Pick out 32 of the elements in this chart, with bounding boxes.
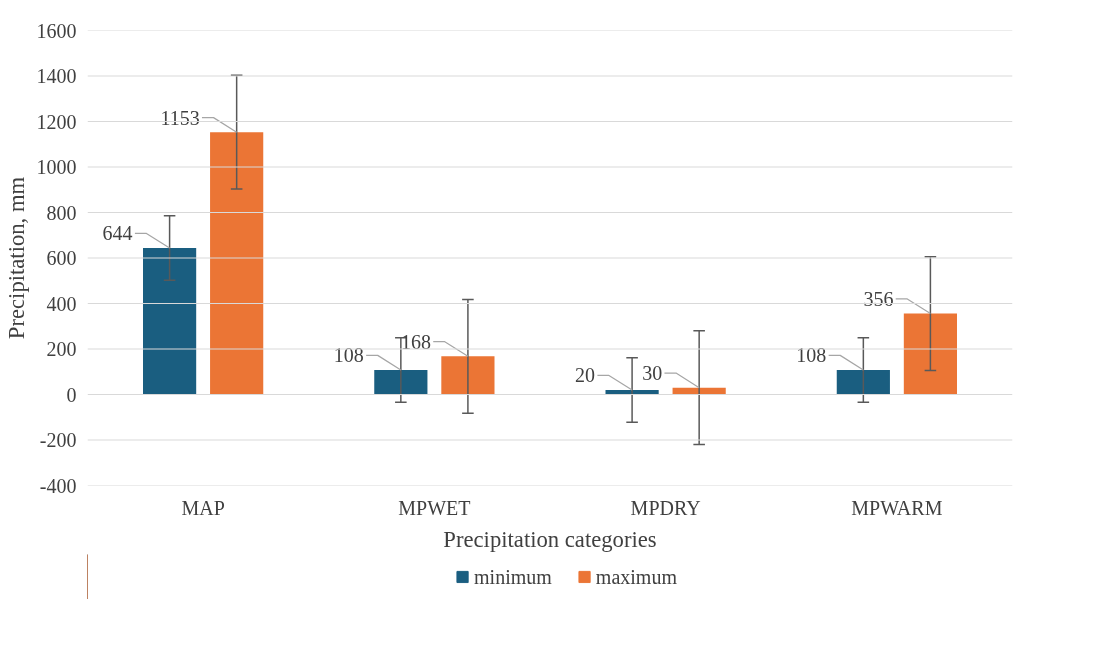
y-tick-label: 1200 [36,110,77,133]
legend-label: minimum [474,565,552,588]
bar [441,356,495,395]
data-label: 108 [333,344,364,367]
x-tick-label: MPDRY [630,496,701,519]
data-label: 644 [102,222,133,245]
y-tick-label: 1000 [36,156,77,178]
y-tick-label: -200 [39,429,77,451]
data-label: 168 [400,330,431,353]
data-label: 20 [575,364,596,387]
data-label: 108 [796,344,827,367]
y-axis-title: Precipitation, mm [3,176,29,340]
x-tick-label: MPWET [398,496,471,519]
bar [143,247,197,395]
bar [210,132,264,395]
y-tick-label: 600 [46,247,77,269]
data-label: 356 [863,287,894,310]
legend-label: maximum [595,565,677,588]
x-tick-label: MPWARM [851,496,943,519]
bar [374,369,428,395]
bar [836,369,890,395]
y-tick-label: 400 [46,292,77,315]
data-label: 30 [642,362,663,385]
bar [903,313,957,395]
x-axis-title: Precipitation categories [443,526,657,552]
y-tick-label: -400 [39,474,77,497]
x-tick-label: MAP [181,496,225,519]
y-tick-label: 800 [46,201,77,224]
y-tick-label: 0 [66,383,77,406]
y-tick-label: 1600 [36,19,77,42]
y-tick-label: 1400 [36,65,77,87]
y-tick-label: 200 [46,338,77,360]
